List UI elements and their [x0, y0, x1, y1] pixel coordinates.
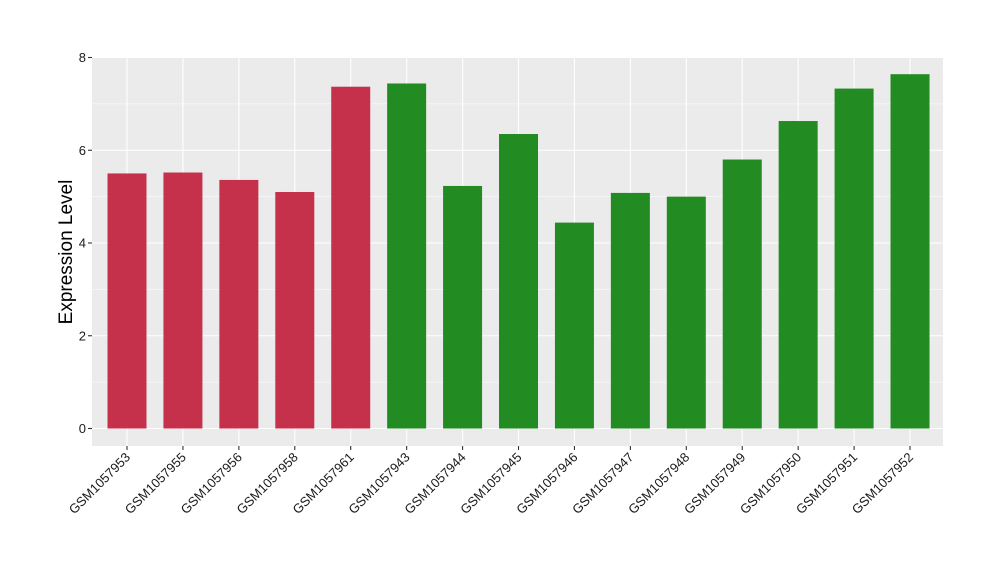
bar-GSM1057956	[219, 179, 259, 429]
bar-GSM1057945	[499, 134, 539, 429]
y-tick-label: 6	[79, 143, 86, 158]
bar-GSM1057953	[107, 173, 147, 429]
x-axis: GSM1057953GSM1057955GSM1057956GSM1057958…	[66, 446, 916, 517]
bar-GSM1057955	[163, 172, 203, 429]
y-tick-label: 4	[79, 236, 86, 251]
bar-GSM1057950	[778, 121, 818, 429]
y-axis: 0 2 4 6 8	[79, 50, 92, 436]
bar-GSM1057948	[666, 196, 706, 429]
y-axis-title: Expression Level	[56, 180, 77, 325]
bars-group	[107, 74, 930, 429]
bar-GSM1057952	[890, 74, 930, 429]
y-tick-label: 0	[79, 421, 86, 436]
bar-GSM1057947	[610, 192, 650, 429]
y-tick-label: 8	[79, 50, 86, 65]
bar-GSM1057958	[275, 191, 315, 429]
y-tick-label: 2	[79, 328, 86, 343]
bar-GSM1057949	[722, 159, 762, 429]
bar-GSM1057961	[331, 86, 371, 429]
bar-GSM1057943	[387, 83, 427, 429]
bar-GSM1057944	[443, 185, 483, 429]
bar-GSM1057946	[554, 222, 594, 429]
bar-GSM1057951	[834, 88, 874, 429]
